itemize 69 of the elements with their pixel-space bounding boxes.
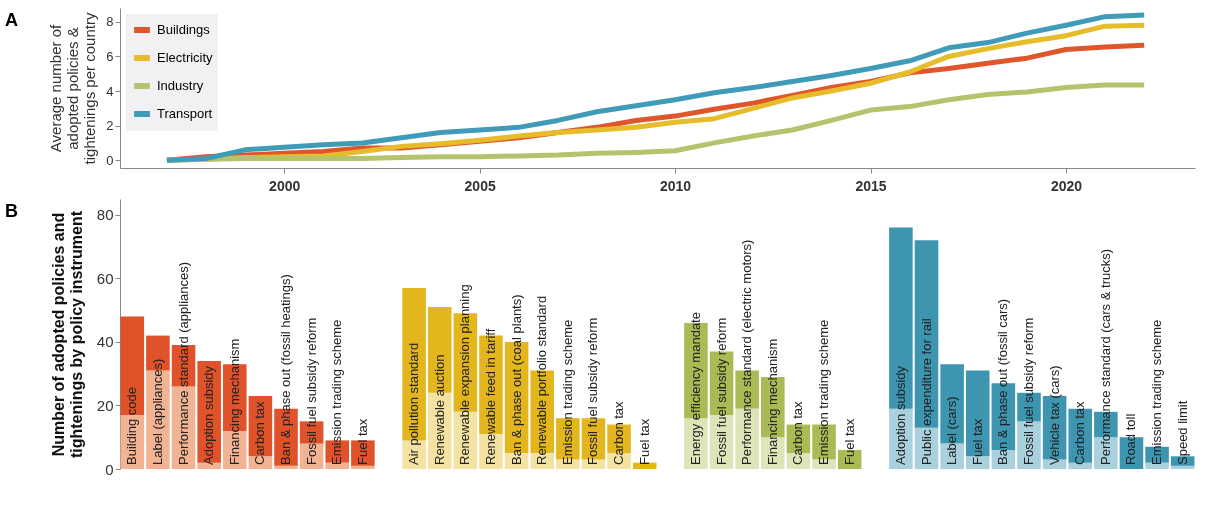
bar (120, 316, 145, 415)
x-tick-label: 2010 (660, 177, 692, 194)
x-tick-label: Air pollution standard (406, 342, 422, 465)
x-tick-label: Fuel tax (636, 418, 652, 465)
legend-label: Buildings (157, 22, 211, 37)
y-axis-title: Number of adopted policies and tightenings by policy instrument (49, 210, 85, 459)
legend-label: Industry (157, 78, 204, 93)
x-tick-label: 2015 (855, 177, 887, 194)
y-tick-label: 40 (96, 333, 114, 351)
x-tick-label: Renewable expansion planning (457, 284, 473, 465)
y-tick-label: 60 (96, 269, 114, 287)
x-tick-label: Performance standard (cars & trucks) (1097, 248, 1113, 465)
y-tick-label: 20 (96, 396, 114, 414)
x-tick-label: Public expenditure for rail (918, 318, 934, 465)
x-tick-label: Energy efficiency mandate (687, 312, 703, 465)
y-axis-title: Average number of adopted policies & tightenings per country (47, 12, 99, 165)
x-tick-label: Renewable portfolio standard (534, 295, 550, 465)
y-tick-label: 2 (106, 118, 114, 134)
x-tick-label: Adoption subsidy (201, 365, 217, 465)
x-tick-label: Fossil fuel subsidy reform (1020, 317, 1036, 465)
y-tick-label: 80 (96, 206, 114, 224)
bar (274, 465, 298, 469)
x-tick-label: Fuel tax (969, 418, 985, 465)
x-tick-label: Carbon tax (611, 400, 627, 465)
bar (351, 465, 375, 469)
x-tick-label: 2005 (464, 177, 496, 194)
x-tick-label: Carbon tax (1072, 400, 1088, 465)
x-tick-label: Emission trading scheme (329, 319, 345, 465)
x-tick-label: Building code (124, 386, 140, 465)
x-tick-label: 2000 (269, 177, 301, 194)
x-tick-label: Adoption subsidy (892, 365, 908, 465)
y-tick-label: 4 (106, 83, 114, 99)
x-tick-label: Label (appliances) (149, 358, 165, 465)
x-tick-label: Performance standard (appliances) (175, 261, 191, 465)
x-tick-label: Fuel tax (841, 418, 857, 465)
x-tick-label: Fossil fuel subsidy reform (713, 317, 729, 465)
x-tick-label: Road toll (1123, 413, 1139, 465)
x-tick-label: Ban & phase out (fossil cars) (995, 298, 1011, 465)
bar (325, 462, 350, 469)
x-tick-label: Ban & phase out (fossil heatings) (278, 274, 294, 465)
y-tick-label: 0 (105, 460, 114, 478)
x-tick-label: Renewable feed in tariff (482, 328, 498, 465)
x-tick-label: Carbon tax (790, 400, 806, 465)
x-tick-label: Label (cars) (944, 396, 960, 465)
x-tick-label: Emission trading scheme (816, 319, 832, 465)
x-tick-label: Vehicle tax (cars) (1046, 365, 1062, 465)
x-tick-label: Financing mechanism (764, 338, 780, 465)
x-tick-label: Emission trading scheme (559, 319, 575, 465)
x-tick-label: Performance standard (electric motors) (739, 239, 755, 465)
bar (1145, 462, 1169, 469)
legend-label: Electricity (157, 50, 214, 65)
y-tick-label: 6 (106, 48, 114, 64)
x-tick-label: Financing mechanism (226, 338, 242, 465)
bar (1170, 465, 1195, 469)
legend-label: Transport (157, 106, 213, 121)
x-tick-label: Speed limit (1174, 400, 1190, 465)
x-tick-label: Ban & phase out (coal plants) (508, 294, 524, 465)
x-tick-label: Emission trading scheme (1149, 319, 1165, 465)
x-tick-label: 2020 (1050, 177, 1083, 194)
x-tick-label: Fuel tax (354, 418, 370, 465)
y-tick-label: 8 (106, 14, 114, 30)
x-tick-label: Renewable auction (431, 354, 447, 465)
x-tick-label: Fossil fuel subsidy reform (585, 317, 601, 465)
x-tick-label: Carbon tax (252, 400, 268, 465)
y-tick-label: 0 (106, 152, 114, 168)
x-tick-label: Fossil fuel subsidy reform (303, 317, 319, 465)
chart-title: A (5, 10, 18, 30)
bar (889, 227, 913, 409)
chart-title: B (5, 201, 18, 221)
